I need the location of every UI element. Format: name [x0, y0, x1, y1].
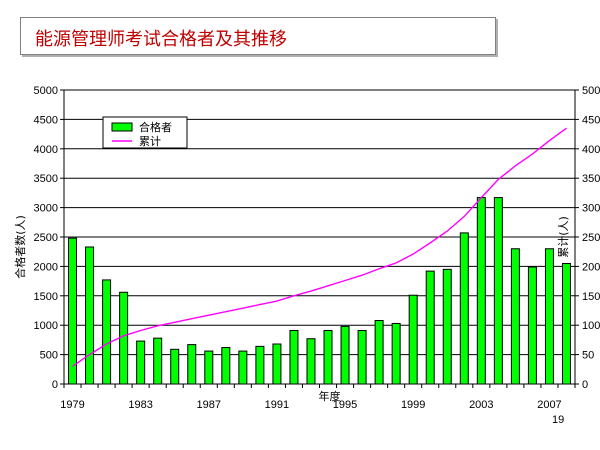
y-tick-label: 1500: [34, 291, 58, 303]
bar: [391, 322, 401, 385]
bar: [238, 350, 248, 385]
bar: [102, 279, 112, 385]
bar: [459, 232, 469, 385]
legend-label-bar: 合格者: [139, 120, 172, 134]
y-tick-label: 4000: [34, 144, 58, 156]
y2-tick-label: 200: [582, 261, 600, 273]
y-tick-label: 2000: [34, 261, 58, 273]
y2-tick-label: 50: [582, 350, 594, 362]
y-tick-label: 3000: [34, 203, 58, 215]
x-axis-title: 年度: [319, 389, 341, 403]
y2-tick-label: 0: [582, 379, 588, 391]
y-tick-label: 1000: [34, 320, 58, 332]
bar: [272, 343, 282, 385]
bar: [289, 329, 299, 385]
y2-tick-label: 350: [582, 173, 600, 185]
y2-tick-label: 500: [582, 85, 600, 97]
bar: [85, 246, 95, 385]
y2-tick-label: 450: [582, 114, 600, 126]
bar: [442, 268, 452, 385]
y-tick-label: 0: [52, 379, 58, 391]
bar: [204, 350, 214, 385]
y-tick-label: 500: [40, 350, 58, 362]
x-tick-label: 1983: [128, 399, 152, 411]
bar: [323, 329, 333, 385]
bar: [425, 270, 435, 385]
bar: [510, 248, 520, 385]
x-tick-label: 2007: [537, 399, 561, 411]
bar: [153, 337, 163, 385]
y2-axis-title: 累计(人): [557, 216, 570, 258]
bar: [306, 338, 316, 385]
y2-tick-label: 400: [582, 144, 600, 156]
legend-box: [102, 116, 188, 149]
y-tick-label: 3500: [34, 173, 58, 185]
y-tick-label: 4500: [34, 114, 58, 126]
y2-tick-label: 150: [582, 291, 600, 303]
y-tick-label: 5000: [34, 85, 58, 97]
slide-title: 能源管理师考试合格者及其推移: [35, 29, 287, 50]
bar: [374, 319, 384, 385]
page-number: 19: [552, 414, 565, 426]
x-tick-label: 2003: [469, 399, 493, 411]
bar: [544, 248, 554, 385]
bar: [187, 344, 197, 385]
y2-tick-label: 100: [582, 320, 600, 332]
bar: [476, 197, 486, 385]
legend-swatch-bar: [111, 122, 133, 132]
bar: [255, 345, 265, 385]
bar: [221, 347, 231, 385]
bar: [170, 348, 180, 385]
bar: [340, 325, 350, 385]
legend-label-line: 累计: [139, 135, 161, 148]
bar: [408, 294, 418, 385]
bar: [561, 262, 571, 385]
x-tick-label: 1987: [197, 399, 221, 411]
y2-tick-label: 300: [582, 203, 600, 215]
bar: [493, 197, 503, 385]
series-line: [72, 127, 567, 367]
x-tick-label: 1979: [60, 399, 84, 411]
bar: [136, 340, 146, 385]
y-tick-label: 2500: [34, 232, 58, 244]
bar: [68, 237, 78, 385]
y2-tick-label: 250: [582, 232, 600, 244]
bar: [119, 291, 129, 385]
bar: [357, 329, 367, 385]
x-tick-label: 1999: [401, 399, 425, 411]
y-axis-title: 合格者数(人): [13, 215, 27, 279]
bar: [527, 266, 537, 385]
title-box: 能源管理师考试合格者及其推移: [20, 17, 496, 55]
x-tick-label: 1995: [333, 399, 357, 411]
x-tick-label: 1991: [265, 399, 289, 411]
